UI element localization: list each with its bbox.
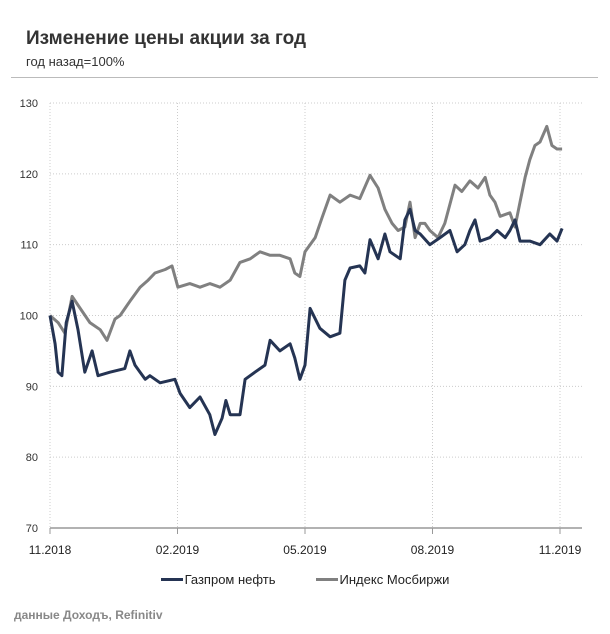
title-divider (11, 77, 598, 78)
y-tick-label: 80 (26, 452, 38, 464)
x-tick-label: 11.2018 (29, 543, 72, 557)
legend-label-gazprom: Газпром нефть (184, 572, 276, 587)
x-tick-label: 02.2019 (156, 543, 200, 557)
y-tick-label: 110 (20, 240, 38, 252)
y-tick-label: 120 (20, 169, 38, 181)
y-tick-label: 70 (26, 523, 38, 535)
chart-subtitle: год назад=100% (26, 54, 125, 69)
legend-swatch-index (315, 578, 338, 581)
legend-swatch-gazprom (160, 578, 183, 581)
legend-item-index: Индекс Мосбиржи (315, 572, 450, 587)
legend-label-index: Индекс Мосбиржи (339, 572, 450, 587)
y-tick-label: 100 (20, 311, 38, 323)
x-tick-label: 11.2019 (539, 543, 582, 557)
y-tick-label: 130 (20, 98, 38, 110)
series-line-gazprom-neft (48, 207, 564, 436)
y-tick-label: 90 (26, 381, 38, 393)
source-note: данные Доходъ, Refinitiv (14, 608, 163, 622)
legend: Газпром нефть Индекс Мосбиржи (0, 572, 610, 587)
x-tick-label: 08.2019 (411, 543, 455, 557)
series-line-moex-index (49, 124, 563, 342)
x-tick-label: 05.2019 (283, 543, 327, 557)
chart-title: Изменение цены акции за год (26, 28, 307, 49)
legend-item-gazprom: Газпром нефть (160, 572, 276, 587)
